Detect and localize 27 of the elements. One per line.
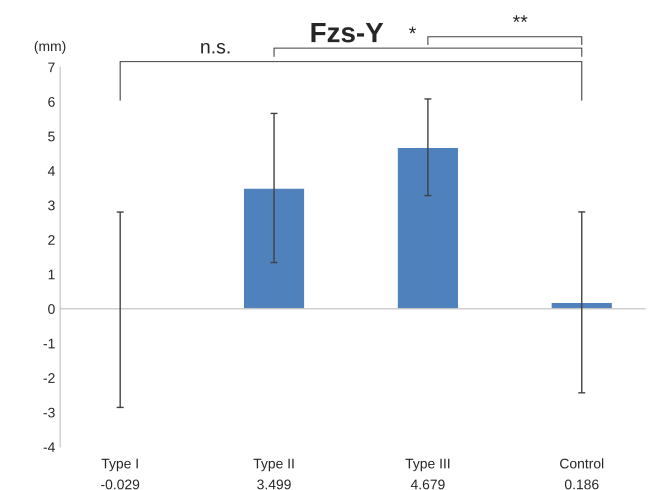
y-tick-label: 1 <box>48 270 55 280</box>
text: ** <box>512 15 528 22</box>
y-tick-label: -4 <box>44 442 55 452</box>
y-tick-label: 6 <box>48 96 55 107</box>
data-label: -0.029 <box>101 480 140 490</box>
bar <box>242 187 306 310</box>
x-tick-label: Control <box>560 458 604 468</box>
y-tick-label: 5 <box>48 132 55 142</box>
y-tick-label: -2 <box>44 373 55 383</box>
x-tick-label: Type III <box>405 458 450 472</box>
y-tick-label: 4 <box>48 166 55 176</box>
y-tick-label: -1 <box>44 338 55 348</box>
text: n.s. <box>201 42 230 54</box>
y-tick-label: 3 <box>48 200 55 210</box>
y-tick-label: 2 <box>48 235 55 245</box>
x-tick-label: Type I <box>102 458 138 472</box>
y-tick-label: 7 <box>48 62 55 72</box>
y-tick-label: -3 <box>44 408 55 418</box>
chart-title: Fzs-Y <box>311 23 384 42</box>
data-label: 4.679 <box>410 480 445 490</box>
x-tick-label: Type II <box>254 458 294 472</box>
data-label: 0.186 <box>564 480 599 490</box>
text: * <box>409 26 416 34</box>
bar <box>396 146 460 310</box>
y-tick-label: 0 <box>48 304 55 314</box>
data-label: 3.499 <box>257 480 291 490</box>
y-axis-title: (mm) <box>34 40 66 54</box>
